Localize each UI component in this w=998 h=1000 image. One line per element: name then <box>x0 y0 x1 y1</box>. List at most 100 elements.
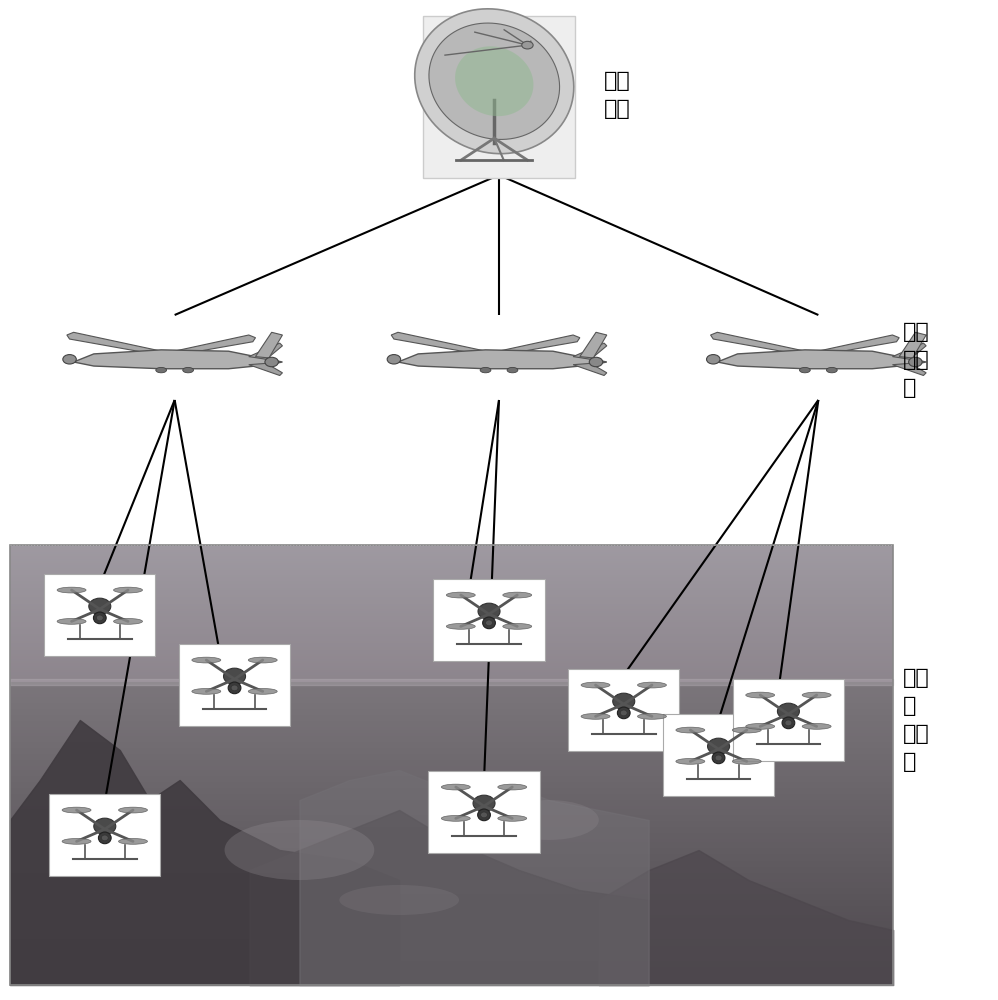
FancyBboxPatch shape <box>428 771 540 853</box>
Ellipse shape <box>716 755 722 761</box>
Polygon shape <box>249 343 282 359</box>
Polygon shape <box>892 343 926 359</box>
Ellipse shape <box>507 367 518 373</box>
Ellipse shape <box>94 612 106 624</box>
Polygon shape <box>151 335 255 357</box>
Text: 主干
无人
机: 主干 无人 机 <box>903 322 930 398</box>
Ellipse shape <box>480 367 491 373</box>
Ellipse shape <box>498 815 527 821</box>
Ellipse shape <box>119 807 148 813</box>
Ellipse shape <box>192 688 221 694</box>
Ellipse shape <box>264 357 278 367</box>
Ellipse shape <box>799 367 810 373</box>
Ellipse shape <box>733 727 761 733</box>
Ellipse shape <box>114 618 143 624</box>
Polygon shape <box>573 363 607 375</box>
Ellipse shape <box>232 685 238 691</box>
Bar <box>10 545 893 985</box>
Ellipse shape <box>708 738 730 754</box>
Ellipse shape <box>486 620 492 626</box>
Ellipse shape <box>499 800 599 840</box>
Polygon shape <box>391 332 519 357</box>
FancyBboxPatch shape <box>433 579 545 661</box>
Ellipse shape <box>746 723 774 729</box>
Polygon shape <box>580 332 607 358</box>
Polygon shape <box>899 332 926 358</box>
Ellipse shape <box>503 592 532 598</box>
Ellipse shape <box>99 832 111 844</box>
Ellipse shape <box>777 703 799 719</box>
Polygon shape <box>398 350 607 369</box>
Ellipse shape <box>802 692 831 698</box>
Ellipse shape <box>102 835 108 841</box>
Text: 地面
站点: 地面 站点 <box>604 71 631 119</box>
Ellipse shape <box>387 355 400 364</box>
Polygon shape <box>455 46 534 116</box>
Ellipse shape <box>613 693 635 709</box>
Ellipse shape <box>581 713 610 719</box>
Polygon shape <box>794 335 899 357</box>
Ellipse shape <box>114 587 143 593</box>
Ellipse shape <box>782 717 794 729</box>
Polygon shape <box>892 363 926 375</box>
Ellipse shape <box>676 727 705 733</box>
Ellipse shape <box>826 367 837 373</box>
Ellipse shape <box>57 587 86 593</box>
Ellipse shape <box>621 710 627 716</box>
Ellipse shape <box>249 657 277 663</box>
Ellipse shape <box>183 367 194 373</box>
Polygon shape <box>429 23 560 139</box>
Ellipse shape <box>339 885 459 915</box>
Ellipse shape <box>478 603 500 619</box>
Polygon shape <box>711 332 838 357</box>
FancyBboxPatch shape <box>663 714 774 796</box>
Ellipse shape <box>713 752 725 764</box>
Text: 轻量
级
无人
机: 轻量 级 无人 机 <box>903 668 930 772</box>
Ellipse shape <box>478 809 490 821</box>
Ellipse shape <box>707 355 720 364</box>
Ellipse shape <box>802 723 831 729</box>
Polygon shape <box>415 9 574 154</box>
Ellipse shape <box>446 623 475 629</box>
Ellipse shape <box>446 592 475 598</box>
Polygon shape <box>475 335 580 357</box>
Ellipse shape <box>733 758 761 764</box>
Ellipse shape <box>225 820 374 880</box>
Ellipse shape <box>119 838 148 844</box>
Ellipse shape <box>618 707 630 719</box>
Ellipse shape <box>224 668 246 684</box>
Ellipse shape <box>63 355 76 364</box>
Ellipse shape <box>676 758 705 764</box>
Ellipse shape <box>785 720 791 726</box>
FancyBboxPatch shape <box>44 574 156 656</box>
Polygon shape <box>67 332 195 357</box>
Ellipse shape <box>192 657 221 663</box>
Ellipse shape <box>503 623 532 629</box>
Ellipse shape <box>473 795 495 811</box>
Ellipse shape <box>522 41 533 49</box>
Ellipse shape <box>62 807 91 813</box>
Polygon shape <box>249 363 282 375</box>
Ellipse shape <box>481 812 487 818</box>
Ellipse shape <box>94 818 116 834</box>
FancyBboxPatch shape <box>179 644 290 726</box>
Ellipse shape <box>57 618 86 624</box>
Ellipse shape <box>589 357 603 367</box>
Polygon shape <box>74 350 282 369</box>
Polygon shape <box>255 332 282 358</box>
Ellipse shape <box>581 682 610 688</box>
Ellipse shape <box>249 688 277 694</box>
Ellipse shape <box>908 357 922 367</box>
Ellipse shape <box>498 784 527 790</box>
Ellipse shape <box>441 815 470 821</box>
FancyBboxPatch shape <box>49 794 161 876</box>
Polygon shape <box>718 350 926 369</box>
FancyBboxPatch shape <box>733 679 844 761</box>
Ellipse shape <box>441 784 470 790</box>
Ellipse shape <box>97 615 103 621</box>
FancyBboxPatch shape <box>423 16 575 178</box>
Ellipse shape <box>638 682 667 688</box>
Ellipse shape <box>62 838 91 844</box>
Ellipse shape <box>89 598 111 614</box>
Polygon shape <box>573 343 607 359</box>
